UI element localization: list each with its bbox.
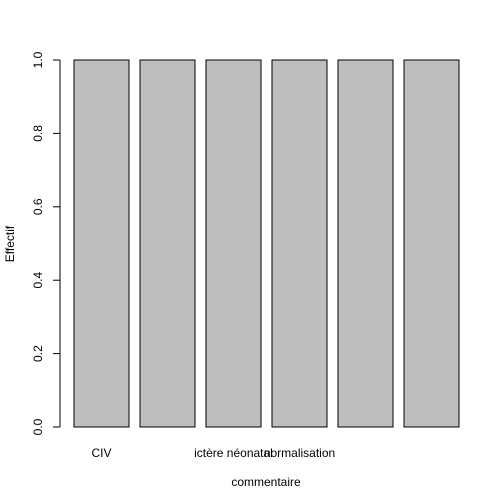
bar-2 (139, 59, 196, 428)
bar-6 (403, 59, 460, 428)
bar-4 (271, 59, 328, 428)
y-tick-label-5: 1.0 (31, 51, 45, 68)
bars-group (73, 59, 460, 428)
bar-3 (205, 59, 262, 428)
y-tick-label-2: 0.4 (31, 272, 45, 289)
y-tick-label-3: 0.6 (31, 198, 45, 215)
bar-1 (73, 59, 130, 428)
bar-5 (337, 59, 394, 428)
x-axis-label: commentaire (231, 475, 301, 489)
y-tick-label-1: 0.2 (31, 345, 45, 362)
y-axis: 0.0 0.2 0.4 0.6 0.8 1.0 (31, 51, 61, 435)
y-tick-label-4: 0.8 (31, 125, 45, 142)
category-label-4: normalisation (264, 446, 335, 460)
category-label-1: CIV (91, 446, 111, 460)
y-tick-label-0: 0.0 (31, 418, 45, 435)
category-label-3: ictère néonatal (194, 446, 273, 460)
y-axis-label: Effectif (3, 225, 17, 262)
